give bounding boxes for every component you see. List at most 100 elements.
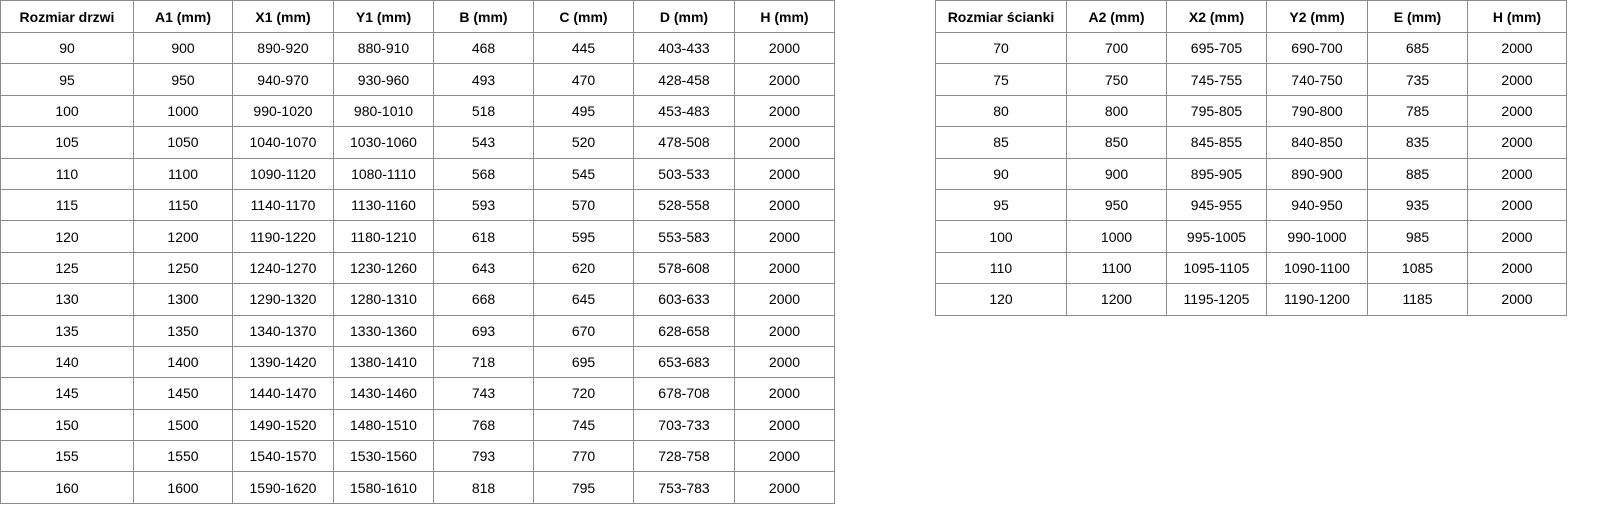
column-header: X1 (mm) bbox=[232, 0, 334, 33]
table-cell: 140 bbox=[0, 345, 134, 379]
table-cell: 403-433 bbox=[633, 31, 735, 65]
table-cell: 75 bbox=[935, 63, 1067, 96]
table-row: 145 1450 1440-1470 1430-1460 743 720 678-708 20… bbox=[0, 377, 835, 410]
table-cell: 1580-1610 bbox=[333, 471, 434, 504]
table-cell: 478-508 bbox=[633, 126, 735, 159]
table-cell: 728-758 bbox=[633, 440, 735, 473]
table-cell: 1095-1105 bbox=[1166, 251, 1267, 285]
table-cell: 1350 bbox=[133, 314, 233, 347]
table-cell: 105 bbox=[0, 126, 134, 159]
table-cell: 2000 bbox=[1467, 31, 1567, 65]
table-row: 135 1350 1340-1370 1330-1360 693 670 628-658 20… bbox=[0, 314, 835, 347]
table-row: 100 1000 995-1005 990-1000 985 2000 bbox=[935, 220, 1567, 253]
table-cell: 453-483 bbox=[633, 94, 735, 128]
table-cell: 1450 bbox=[133, 377, 233, 410]
table-row: 105 1050 1040-1070 1030-1060 543 520 478-508 20… bbox=[0, 126, 835, 159]
table-cell: 1090-1120 bbox=[232, 157, 334, 190]
table-cell: 745 bbox=[533, 408, 634, 442]
table-cell: 835 bbox=[1367, 126, 1468, 159]
table-cell: 100 bbox=[935, 220, 1067, 253]
table-cell: 745-755 bbox=[1166, 63, 1267, 96]
table-cell: 1230-1260 bbox=[333, 251, 434, 285]
table-cell: 2000 bbox=[734, 314, 835, 347]
table-cell: 2000 bbox=[734, 157, 835, 190]
column-header: H (mm) bbox=[1467, 0, 1567, 33]
table-cell: 1180-1210 bbox=[333, 220, 434, 253]
table-cell: 2000 bbox=[734, 408, 835, 442]
table-cell: 2000 bbox=[734, 471, 835, 504]
table-cell: 950 bbox=[133, 63, 233, 96]
table-cell: 1130-1160 bbox=[333, 188, 434, 222]
table-cell: 785 bbox=[1367, 94, 1468, 128]
table-cell: 990-1000 bbox=[1266, 220, 1368, 253]
column-header: A1 (mm) bbox=[133, 0, 233, 33]
table-cell: 950 bbox=[1066, 188, 1167, 222]
table-cell: 2000 bbox=[1467, 251, 1567, 285]
table-cell: 1380-1410 bbox=[333, 345, 434, 379]
table-cell: 95 bbox=[0, 63, 134, 96]
table-cell: 790-800 bbox=[1266, 94, 1368, 128]
table-cell: 2000 bbox=[734, 220, 835, 253]
table-cell: 1440-1470 bbox=[232, 377, 334, 410]
table-row: 80 800 795-805 790-800 785 2000 bbox=[935, 94, 1567, 128]
column-header: X2 (mm) bbox=[1166, 0, 1267, 33]
table-cell: 568 bbox=[433, 157, 534, 190]
table-cell: 1330-1360 bbox=[333, 314, 434, 347]
table-row: 85 850 845-855 840-850 835 2000 bbox=[935, 126, 1567, 159]
table-cell: 845-855 bbox=[1166, 126, 1267, 159]
table-cell: 85 bbox=[935, 126, 1067, 159]
table-cell: 1100 bbox=[133, 157, 233, 190]
table-cell: 1300 bbox=[133, 283, 233, 316]
table-cell: 2000 bbox=[1467, 157, 1567, 190]
table-row: 95 950 940-970 930-960 493 470 428-458 2000 bbox=[0, 63, 835, 96]
table-cell: 1540-1570 bbox=[232, 440, 334, 473]
table-row: 130 1300 1290-1320 1280-1310 668 645 603-633 20… bbox=[0, 283, 835, 316]
table-cell: 428-458 bbox=[633, 63, 735, 96]
table-cell: 768 bbox=[433, 408, 534, 442]
table-row: 100 1000 990-1020 980-1010 518 495 453-483 2000 bbox=[0, 94, 835, 128]
table-cell: 670 bbox=[533, 314, 634, 347]
table-cell: 1550 bbox=[133, 440, 233, 473]
table-row: 90 900 890-920 880-910 468 445 403-433 2000 bbox=[0, 31, 835, 65]
table-cell: 120 bbox=[935, 283, 1067, 316]
table-cell: 800 bbox=[1066, 94, 1167, 128]
table-row: 150 1500 1490-1520 1480-1510 768 745 703-733 20… bbox=[0, 408, 835, 442]
table-cell: 1190-1220 bbox=[232, 220, 334, 253]
table-cell: 543 bbox=[433, 126, 534, 159]
table-cell: 850 bbox=[1066, 126, 1167, 159]
table-cell: 1290-1320 bbox=[232, 283, 334, 316]
table-cell: 1040-1070 bbox=[232, 126, 334, 159]
table-cell: 2000 bbox=[734, 440, 835, 473]
table-cell: 1240-1270 bbox=[232, 251, 334, 285]
table-row: 115 1150 1140-1170 1130-1160 593 570 528-558 20… bbox=[0, 188, 835, 222]
wall-size-table: Rozmiar ścianki A2 (mm) X2 (mm) Y2 (mm) E (m… bbox=[935, 0, 1567, 316]
table-cell: 618 bbox=[433, 220, 534, 253]
table-cell: 945-955 bbox=[1166, 188, 1267, 222]
table-cell: 1190-1200 bbox=[1266, 283, 1368, 316]
table-row: 125 1250 1240-1270 1230-1260 643 620 578-608 20… bbox=[0, 251, 835, 285]
door-size-table: Rozmiar drzwi A1 (mm) X1 (mm) Y1 (mm) B (mm)… bbox=[0, 0, 835, 504]
column-header: C (mm) bbox=[533, 0, 634, 33]
table-cell: 578-608 bbox=[633, 251, 735, 285]
table-cell: 1100 bbox=[1066, 251, 1167, 285]
table-cell: 795-805 bbox=[1166, 94, 1267, 128]
table-cell: 2000 bbox=[734, 283, 835, 316]
table-cell: 900 bbox=[133, 31, 233, 65]
table-row: 75 750 745-755 740-750 735 2000 bbox=[935, 63, 1567, 96]
table-cell: 693 bbox=[433, 314, 534, 347]
table-cell: 493 bbox=[433, 63, 534, 96]
table-cell: 700 bbox=[1066, 31, 1167, 65]
table-row: 90 900 895-905 890-900 885 2000 bbox=[935, 157, 1567, 190]
table-cell: 2000 bbox=[734, 31, 835, 65]
table-cell: 900 bbox=[1066, 157, 1167, 190]
column-header: E (mm) bbox=[1367, 0, 1468, 33]
table-cell: 935 bbox=[1367, 188, 1468, 222]
table-cell: 518 bbox=[433, 94, 534, 128]
table-cell: 1250 bbox=[133, 251, 233, 285]
table-cell: 110 bbox=[935, 251, 1067, 285]
table-cell: 145 bbox=[0, 377, 134, 410]
column-header: H (mm) bbox=[734, 0, 835, 33]
table-cell: 570 bbox=[533, 188, 634, 222]
table-cell: 668 bbox=[433, 283, 534, 316]
table-cell: 160 bbox=[0, 471, 134, 504]
